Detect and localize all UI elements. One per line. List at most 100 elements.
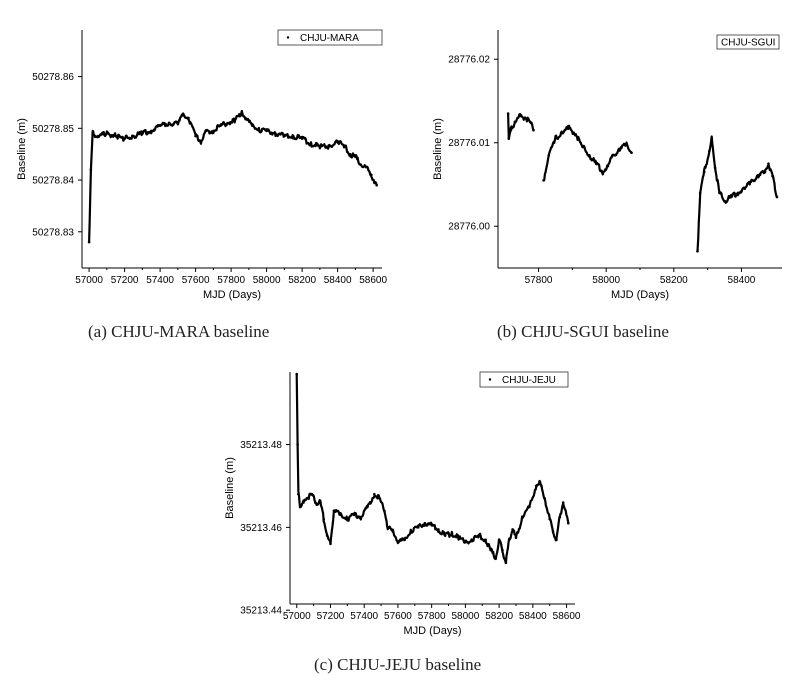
- data-point: [366, 505, 369, 508]
- chart-2: 57800 58000 58200 58400 28776.00 28776.01 2877…: [432, 30, 782, 301]
- x-tick-label: 57800: [525, 275, 553, 286]
- data-point: [410, 530, 413, 533]
- data-point: [96, 134, 100, 138]
- data-point: [504, 561, 508, 564]
- x-tick-label: 57400: [146, 275, 174, 286]
- data-point: [702, 170, 706, 174]
- y-axis-label: Baseline (m): [16, 118, 28, 180]
- data-point: [528, 505, 531, 508]
- data-point: [309, 142, 313, 146]
- x-tick-label: 57400: [350, 611, 378, 622]
- y-axis-label: Baseline (m): [432, 118, 444, 180]
- x-tick-label: 57000: [283, 611, 311, 622]
- x-tick-label: 58200: [485, 611, 513, 622]
- data-point: [551, 530, 555, 533]
- data-point: [548, 517, 552, 521]
- x-tick-label: 57200: [317, 611, 345, 622]
- y-tick-label: 50278.84: [32, 176, 74, 187]
- x-tick-label: 58400: [324, 275, 352, 286]
- x-tick-label: 57800: [418, 611, 446, 622]
- data-point: [494, 557, 498, 560]
- x-tick-label: 58000: [592, 275, 620, 286]
- x-tick-label: 58200: [288, 275, 316, 286]
- data-point: [251, 124, 254, 128]
- data-point: [558, 515, 562, 519]
- data-point: [611, 153, 615, 157]
- data-point: [297, 492, 300, 496]
- series-line: [88, 109, 378, 243]
- y-tick-label: 50278.85: [32, 124, 74, 135]
- data-point: [319, 501, 322, 504]
- data-point: [470, 538, 474, 542]
- data-point: [710, 137, 713, 140]
- y-tick-label: 28776.01: [448, 138, 490, 149]
- data-point: [718, 191, 721, 195]
- data-point: [775, 195, 779, 199]
- data-point: [329, 542, 332, 546]
- x-tick-label: 57600: [384, 611, 412, 622]
- legend-label: CHJU-MARA: [300, 33, 359, 44]
- x-tick-label: 57800: [217, 275, 245, 286]
- data-point: [423, 521, 427, 525]
- data-point: [523, 116, 527, 119]
- legend-box: [277, 29, 383, 46]
- chart-3: 57000 57200 57400 57600 57800 58000 58200 58400…: [224, 371, 581, 637]
- data-point: [114, 134, 118, 138]
- caption-a: (a) CHJU-MARA baseline: [88, 322, 270, 341]
- data-point: [187, 116, 190, 120]
- data-point: [149, 129, 153, 133]
- data-point: [105, 132, 109, 135]
- data-point: [547, 153, 551, 157]
- y-tick-label: 50278.86: [32, 72, 74, 83]
- y-tick-label: 28776.00: [448, 222, 490, 233]
- data-point: [123, 137, 126, 140]
- y-tick-label: 35213.46: [240, 523, 282, 534]
- data-point: [212, 129, 215, 133]
- data-point: [497, 538, 501, 542]
- x-tick-label: 58600: [553, 611, 581, 622]
- data-point: [567, 126, 571, 130]
- data-point: [346, 517, 349, 521]
- data-point: [509, 128, 513, 132]
- x-tick-label: 57600: [182, 275, 210, 286]
- data-point: [300, 137, 304, 140]
- data-point: [403, 538, 406, 542]
- data-point: [507, 137, 511, 140]
- y-tick-label: 28776.02: [448, 55, 490, 66]
- data-point: [708, 149, 711, 153]
- data-point: [561, 501, 565, 504]
- series-line: [696, 135, 778, 252]
- series-line: [507, 112, 535, 141]
- data-point: [554, 137, 557, 140]
- data-point: [158, 124, 162, 128]
- data-point: [325, 534, 329, 537]
- data-point: [373, 492, 376, 496]
- data-point: [750, 179, 753, 182]
- data-point: [375, 183, 378, 187]
- x-tick-label: 58000: [451, 611, 479, 622]
- data-point: [87, 240, 91, 244]
- data-point: [606, 164, 610, 168]
- data-point: [244, 116, 247, 120]
- data-point: [265, 129, 268, 133]
- data-point: [378, 497, 381, 500]
- data-point: [364, 165, 368, 169]
- series-line: [542, 124, 633, 182]
- data-point: [625, 143, 628, 146]
- x-axis-label: MJD (Days): [403, 625, 461, 637]
- y-tick-label: 50278.83: [32, 227, 74, 238]
- data-point: [386, 526, 390, 529]
- data-point: [322, 517, 326, 521]
- y-tick-label: 35213.44: [240, 606, 282, 617]
- data-point: [359, 515, 363, 519]
- y-axis-label: Baseline (m): [224, 457, 236, 519]
- data-point: [543, 497, 546, 500]
- x-tick-label: 58600: [359, 275, 387, 286]
- data-point: [141, 132, 144, 135]
- legend-marker: [488, 378, 492, 381]
- data-point: [274, 132, 277, 135]
- data-point: [560, 131, 564, 135]
- x-tick-label: 58400: [519, 611, 547, 622]
- caption-b: (b) CHJU-SGUI baseline: [497, 322, 669, 341]
